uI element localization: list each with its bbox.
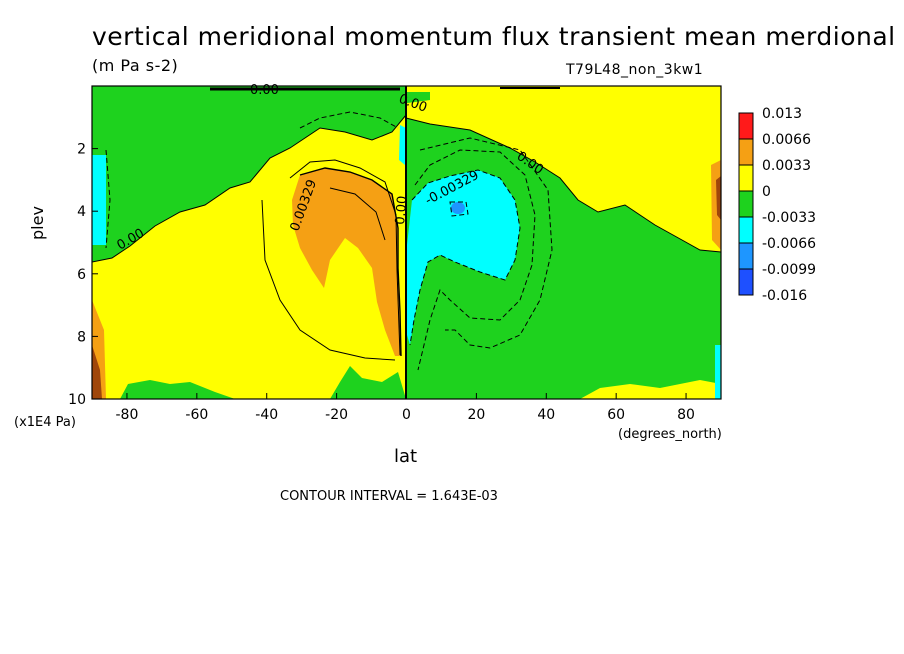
- x-tick-label: -60: [185, 407, 208, 423]
- y-tick-label: 8: [77, 329, 86, 345]
- field-negative-mid: [406, 170, 520, 345]
- legend-swatch: [738, 164, 754, 192]
- field-negative-bottom-left: [120, 380, 235, 399]
- legend-swatch: [738, 190, 754, 218]
- x-axis-units: (degrees_north): [618, 427, 722, 442]
- legend-label: -0.0033: [762, 210, 816, 226]
- contour-positive-wide: [261, 199, 396, 361]
- contour-label: 0.00: [393, 195, 410, 225]
- contour-negative-wide: [419, 137, 553, 349]
- x-axis-label: lat: [394, 446, 418, 467]
- contour-positive-inner: [299, 167, 402, 357]
- contour-zero-left: [92, 114, 407, 263]
- legend-label: -0.0099: [762, 262, 816, 278]
- contour-positive-core: [329, 187, 386, 241]
- field-positive-mid: [292, 168, 401, 356]
- x-axis-ticks: -80 -60 -40 -20 0 20 40 60 80: [116, 393, 695, 423]
- contour-lines: [92, 86, 721, 399]
- x-tick-label: 20: [467, 407, 485, 423]
- color-legend: 0.013 0.0066 0.0033 0 -0.0033 -0.0066 -0.0099 -…: [738, 106, 816, 304]
- y-tick-label: 4: [77, 204, 86, 220]
- legend-label: 0.013: [762, 106, 802, 122]
- field-negative-top-strip: [340, 92, 430, 104]
- y-tick-label: 6: [77, 267, 86, 283]
- field-negative-high: [451, 202, 465, 214]
- legend-label: 0.0033: [762, 158, 811, 174]
- filled-contours: [92, 86, 721, 399]
- contour-negative-upper-left: [299, 111, 399, 129]
- contour-lines-negative: [105, 111, 553, 371]
- y-axis-ticks: 2 4 6 8 10: [68, 142, 98, 408]
- chart-units: (m Pa s-2): [92, 56, 179, 75]
- contour-negative-left-edge: [105, 149, 111, 249]
- y-tick-label: 10: [68, 392, 86, 408]
- dataset-label: T79L48_non_3kw1: [566, 62, 704, 78]
- field-negative-bottom-mid: [330, 366, 406, 399]
- contour-negative-inner: [409, 169, 521, 346]
- field-negative-left-edge: [92, 155, 106, 245]
- x-tick-label: 60: [607, 407, 625, 423]
- field-positive-high-right: [716, 176, 721, 220]
- field-positive-pocket-upper: [406, 86, 721, 252]
- legend-swatch: [738, 112, 754, 140]
- x-tick-label: -20: [325, 407, 348, 423]
- contour-positive-outer: [289, 159, 401, 356]
- field-positive-high-left: [92, 345, 102, 399]
- x-tick-label: 80: [677, 407, 695, 423]
- legend-swatch: [738, 138, 754, 166]
- contour-zero-right: [405, 117, 721, 253]
- y-tick-label: 2: [77, 142, 86, 158]
- contour-negative-core: [449, 201, 469, 217]
- legend-swatch: [738, 242, 754, 270]
- legend-label: -0.0066: [762, 236, 816, 252]
- x-tick-label: -40: [255, 407, 278, 423]
- chart-title: vertical meridional momentum flux transi…: [92, 22, 896, 51]
- x-tick-label: -80: [116, 407, 139, 423]
- legend-label: -0.016: [762, 288, 807, 304]
- x-tick-label: 40: [537, 407, 555, 423]
- field-negative-right-edge: [715, 345, 721, 399]
- legend-label: 0: [762, 184, 771, 200]
- legend-swatch: [738, 268, 754, 296]
- x-tick-label: 0: [402, 407, 411, 423]
- contour-label: 0.00: [250, 83, 279, 98]
- contour-interval-note: CONTOUR INTERVAL = 1.643E-03: [280, 489, 498, 504]
- legend-swatch: [738, 216, 754, 244]
- y-axis-units: (x1E4 Pa): [14, 415, 76, 430]
- field-negative-equator-sliver: [399, 125, 406, 165]
- contour-negative-outer: [414, 149, 536, 371]
- legend-label: 0.0066: [762, 132, 811, 148]
- field-negative-upper: [92, 86, 406, 262]
